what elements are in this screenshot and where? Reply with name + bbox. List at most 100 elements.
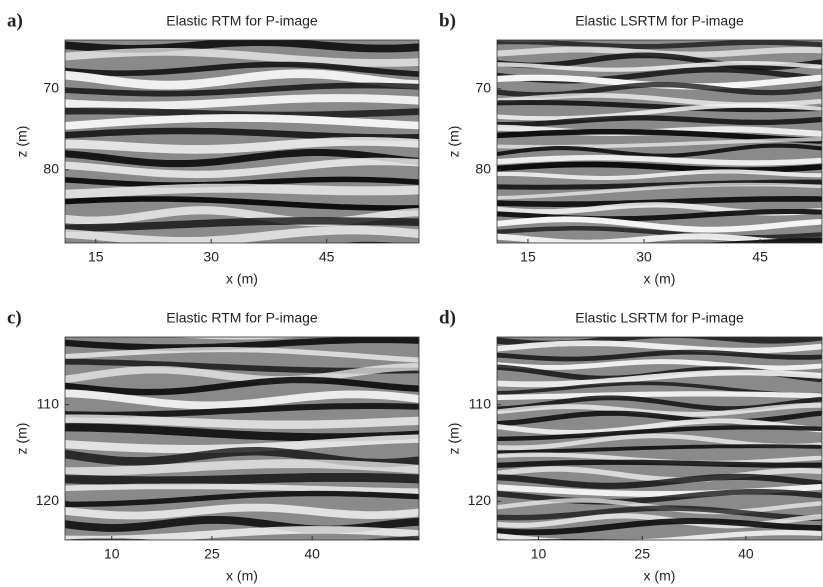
reflector: [497, 40, 822, 49]
reflector: [497, 359, 822, 371]
panel-title: Elastic RTM for P-image: [166, 310, 318, 326]
reflector: [497, 444, 822, 455]
reflector: [65, 337, 419, 351]
reflector: [497, 169, 822, 181]
reflector: [65, 127, 419, 141]
reflector: [497, 473, 822, 490]
reflector: [497, 340, 822, 354]
x-tick-label: 40: [738, 546, 754, 562]
axes-frame: [496, 39, 823, 244]
reflector: [497, 61, 822, 72]
reflector: [123, 241, 401, 243]
reflector: [65, 157, 419, 179]
x-tick-label: 25: [634, 546, 650, 562]
x-axis-label: x (m): [226, 271, 258, 287]
reflector: [497, 161, 822, 173]
axes-frame: [496, 336, 823, 541]
reflector: [60, 256, 420, 266]
reflector: [497, 100, 822, 113]
x-tick-label: 45: [752, 249, 768, 265]
reflector: [492, 328, 820, 334]
reflector: [65, 389, 419, 410]
reflector: [497, 237, 822, 243]
reflector: [497, 154, 822, 166]
reflector: [497, 518, 822, 536]
y-tick-label: 80: [43, 161, 59, 177]
reflector: [65, 503, 419, 520]
reflector: [497, 115, 822, 128]
panel-title: Elastic LSRTM for P-image: [575, 13, 744, 29]
image: [60, 30, 420, 266]
reflector: [497, 129, 822, 144]
image: [492, 328, 822, 540]
x-tick-label: 10: [104, 546, 120, 562]
reflector: [65, 48, 419, 67]
y-tick-label: 120: [468, 492, 492, 508]
y-tick-label: 120: [36, 492, 60, 508]
x-tick-label: 30: [636, 249, 652, 265]
x-tick-label: 30: [203, 249, 219, 265]
x-axis-label: x (m): [644, 271, 676, 287]
reflector: [497, 425, 822, 442]
reflector: [65, 472, 419, 486]
reflector: [65, 376, 419, 396]
reflector: [65, 403, 419, 418]
reflector: [492, 249, 820, 258]
x-axis-label: x (m): [644, 568, 676, 584]
reflector: [65, 459, 419, 476]
reflector: [497, 143, 822, 158]
reflector: [497, 418, 822, 436]
reflector: [497, 530, 822, 540]
image: [492, 40, 822, 258]
reflector: [65, 40, 419, 53]
panel-label: d): [439, 307, 456, 328]
y-axis-label: z (m): [446, 423, 462, 455]
axes-frame: [64, 39, 420, 244]
reflector: [65, 483, 419, 495]
reflector: [65, 82, 419, 97]
reflector: [65, 423, 419, 442]
x-tick-label: 45: [319, 249, 335, 265]
reflector: [60, 30, 420, 35]
x-tick-label: 40: [304, 546, 320, 562]
reflector: [497, 369, 822, 388]
panel-title: Elastic LSRTM for P-image: [575, 310, 744, 326]
reflector: [65, 196, 419, 211]
panel-label: a): [7, 10, 23, 31]
reflector: [497, 402, 822, 417]
panel-label: b): [439, 10, 456, 31]
y-tick-label: 70: [475, 79, 491, 95]
panel-title: Elastic RTM for P-image: [166, 13, 318, 29]
reflector: [65, 217, 419, 232]
y-tick-label: 110: [37, 395, 60, 411]
y-axis-label: z (m): [14, 423, 30, 455]
y-tick-label: 70: [43, 79, 59, 95]
reflector: [65, 61, 419, 77]
reflector: [65, 347, 419, 363]
reflector: [65, 94, 419, 110]
reflector: [65, 490, 419, 507]
reflector: [497, 103, 822, 121]
reflector: [65, 225, 419, 243]
reflector: [497, 40, 572, 43]
reflector: [65, 137, 419, 154]
reflector: [65, 414, 419, 429]
y-tick-label: 80: [475, 161, 491, 177]
reflector: [174, 337, 304, 340]
reflector: [65, 148, 419, 168]
reflector: [65, 363, 419, 384]
x-tick-label: 25: [204, 546, 220, 562]
reflector: [497, 216, 822, 233]
reflector: [65, 114, 419, 130]
panel-label: c): [7, 307, 22, 328]
x-tick-label: 15: [520, 249, 536, 265]
reflector: [497, 505, 822, 521]
reflector: [65, 183, 419, 199]
reflector: [497, 208, 822, 222]
y-axis-label: z (m): [446, 126, 462, 158]
y-axis-label: z (m): [14, 126, 30, 158]
reflector: [497, 349, 822, 362]
reflector: [497, 488, 822, 505]
reflector: [65, 176, 419, 188]
